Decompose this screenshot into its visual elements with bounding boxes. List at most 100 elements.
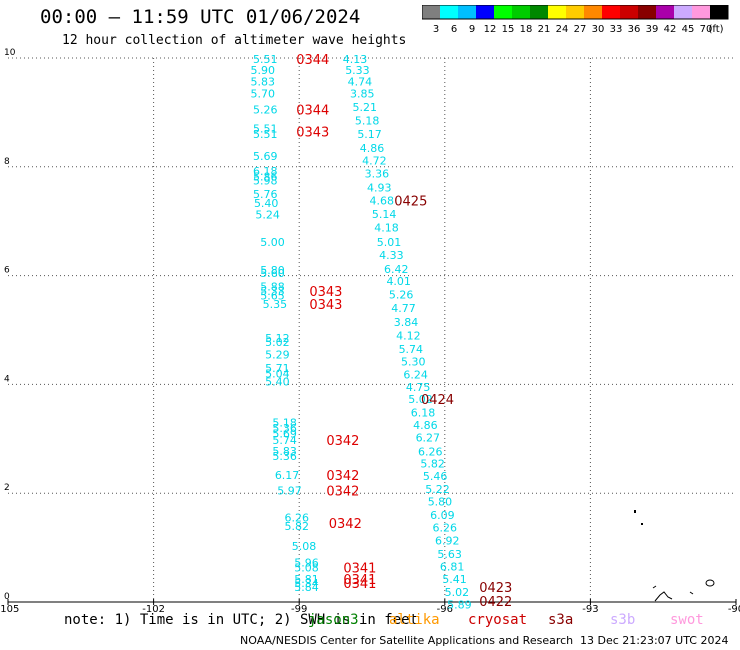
swh-value: 3.85 — [350, 87, 375, 100]
pass-time-label: 0422 — [479, 595, 512, 610]
swh-value: 6.92 — [435, 535, 460, 548]
colorbar-tick-label: 33 — [610, 24, 623, 35]
swh-value: 4.18 — [374, 222, 399, 235]
colorbar-tick-label: (ft) — [708, 24, 723, 35]
y-tick-label: 10 — [4, 48, 16, 58]
swh-value: 5.96 — [294, 556, 319, 569]
swh-value: 4.75 — [406, 381, 431, 394]
colorbar-tick-label: 39 — [646, 24, 659, 35]
swh-value: 4.01 — [386, 275, 411, 288]
legend-cryosat: cryosat — [468, 612, 528, 628]
y-tick-label: 4 — [4, 374, 10, 384]
swh-value: 5.63 — [437, 548, 462, 561]
swh-value: 5.82 — [420, 457, 445, 470]
generation-timestamp: 13 Dec 21:23:07 UTC 2024 — [580, 634, 729, 647]
coastline — [705, 579, 715, 587]
swh-value: 5.80 — [428, 495, 453, 508]
colorbar-swatch — [692, 5, 710, 19]
colorbar-swatch — [494, 5, 512, 19]
swh-value: 6.27 — [416, 432, 441, 445]
swh-value: 5.74 — [272, 434, 297, 447]
x-tick-label: -90 — [728, 604, 740, 615]
swh-value: 5.02 — [445, 586, 470, 599]
swh-value: 6.81 — [440, 561, 465, 574]
swh-value: 5.08 — [292, 540, 317, 553]
swh-value: 4.33 — [379, 249, 404, 262]
pass-time-label: 0344 — [296, 104, 329, 119]
swh-value: 5.24 — [255, 209, 280, 222]
colorbar-swatch — [548, 5, 566, 19]
swh-value: 5.22 — [425, 483, 450, 496]
pass-time-label: 0343 — [309, 285, 342, 300]
swh-value: 5.51 — [253, 123, 278, 136]
colorbar-swatch — [530, 5, 548, 19]
swh-value: 5.69 — [272, 427, 297, 440]
colorbar-swatch — [584, 5, 602, 19]
pass-time-label: 0344 — [296, 53, 329, 68]
colorbar-tick-label: 18 — [520, 24, 533, 35]
colorbar-swatch — [620, 5, 638, 19]
swh-value: 5.97 — [277, 484, 302, 497]
swh-value: 5.74 — [399, 343, 424, 356]
swh-value: 4.72 — [362, 154, 387, 167]
colorbar-tick-label: 30 — [592, 24, 605, 35]
swh-value: 4.12 — [396, 329, 421, 342]
swh-value: 5.46 — [423, 470, 448, 483]
swh-value: 5.40 — [254, 197, 279, 210]
colorbar-swatch — [638, 5, 656, 19]
swh-value: 5.18 — [272, 416, 297, 429]
page-subtitle: 12 hour collection of altimeter wave hei… — [62, 33, 407, 48]
colorbar-swatch — [440, 5, 458, 19]
swh-value: 4.68 — [369, 195, 394, 208]
colorbar-tick-label: 21 — [538, 24, 551, 35]
swh-value: 5.76 — [253, 188, 278, 201]
swh-value: 5.83 — [251, 75, 276, 88]
pass-time-label: 0341 — [343, 577, 376, 592]
legend-jason3: jason3 — [308, 612, 359, 628]
x-tick-label: -96 — [437, 604, 453, 615]
colorbar-tick-label: 15 — [502, 24, 515, 35]
island-mark — [641, 523, 643, 525]
swh-value: 5.83 — [272, 445, 297, 458]
coastline — [689, 591, 694, 595]
x-tick-label: -99 — [291, 604, 307, 615]
y-tick-label: 2 — [4, 483, 10, 493]
swh-value: 5.18 — [355, 115, 380, 128]
swh-value: 5.80 — [260, 264, 285, 277]
colorbar: 3 6 9 12 15 18 21 24 27 30 33 36 39 42 45 70(ft) — [422, 5, 729, 35]
swh-value: 5.71 — [265, 362, 290, 375]
swh-value: 5.26 — [253, 104, 278, 117]
x-tick-label: -102 — [142, 604, 165, 615]
swh-value: 5.40 — [265, 376, 290, 389]
colorbar-tick-label: 9 — [469, 24, 475, 35]
colorbar-tick-label: 24 — [556, 24, 569, 35]
swh-value: 5.82 — [285, 520, 310, 533]
legend-s3b: s3b — [610, 612, 636, 628]
colorbar-swatch — [602, 5, 620, 19]
colorbar-swatch — [512, 5, 530, 19]
y-tick-label: 8 — [4, 157, 10, 167]
swh-value: 5.00 — [260, 236, 285, 249]
swh-value: 6.26 — [285, 512, 310, 525]
y-tick-label: 6 — [4, 266, 10, 276]
swh-value: 6.42 — [384, 263, 409, 276]
swh-value: 5.69 — [253, 150, 278, 163]
swh-value: 6.26 — [418, 445, 443, 458]
colorbar-swatch — [710, 5, 728, 19]
swh-value: 5.89 — [447, 599, 472, 612]
colorbar-tick-label: 3 — [433, 24, 439, 35]
swh-value: 5.04 — [265, 368, 290, 381]
coastline — [652, 585, 657, 589]
pass-time-label: 0343 — [296, 125, 329, 140]
swh-value: 3.84 — [394, 316, 419, 329]
pass-time-label: 0341 — [343, 562, 376, 577]
swh-value: 6.09 — [430, 509, 455, 522]
page-title: 00:00 – 11:59 UTC 01/06/2024 — [40, 6, 361, 28]
legend-altika: altika — [389, 612, 440, 628]
colorbar-swatch — [422, 5, 440, 19]
colorbar-tick-label: 42 — [664, 24, 677, 35]
swh-value: 5.26 — [389, 289, 414, 302]
swh-value: 5.14 — [372, 208, 397, 221]
legend-s3a: s3a — [548, 612, 574, 628]
